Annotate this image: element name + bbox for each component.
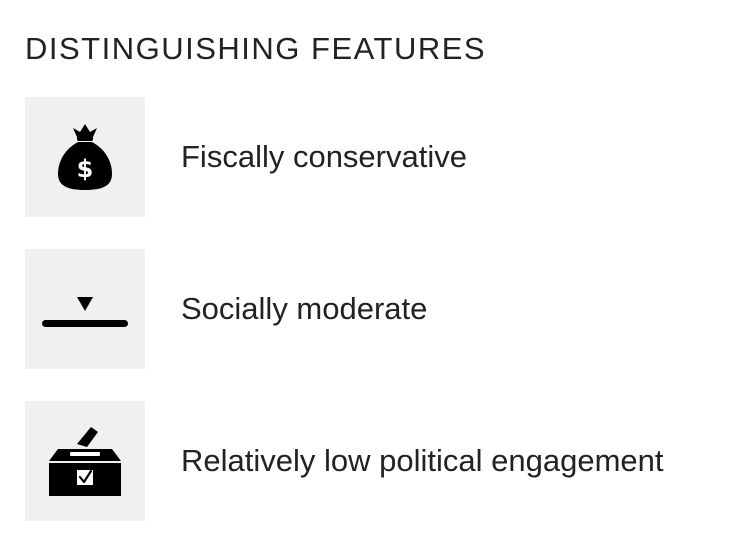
money-bag-icon: $ xyxy=(25,97,145,217)
ballot-box-icon xyxy=(25,401,145,521)
feature-item-social: Socially moderate xyxy=(25,249,725,369)
feature-item-fiscal: $ Fiscally conservative xyxy=(25,97,725,217)
feature-label: Socially moderate xyxy=(181,291,428,326)
feature-item-engagement: Relatively low political engagement xyxy=(25,401,725,521)
svg-text:$: $ xyxy=(77,155,94,183)
feature-label: Fiscally conservative xyxy=(181,139,467,174)
middle-marker-icon xyxy=(25,249,145,369)
section-heading: DISTINGUISHING FEATURES xyxy=(25,31,487,66)
feature-label: Relatively low political engagement xyxy=(181,443,664,478)
